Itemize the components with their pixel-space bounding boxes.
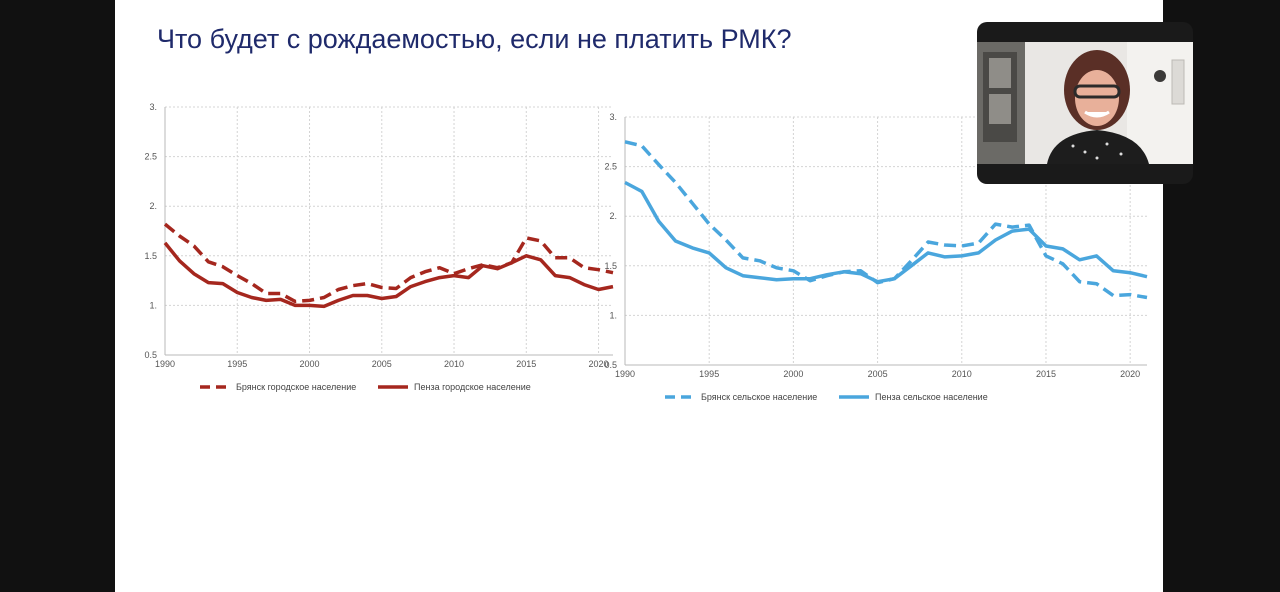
x-tick-label: 2005	[372, 359, 392, 369]
webcam-overlay[interactable]	[977, 22, 1193, 184]
dashed-series-line	[624, 140, 1148, 300]
x-tick-label: 2015	[516, 359, 536, 369]
x-tick-label: 2020	[589, 359, 609, 369]
urban-fertility-chart: 0.5 1. 1.5 2. 2.5 3. 1990 1995 2000 2005 2010 2015 2…	[144, 102, 614, 392]
x-tick-label: 1995	[699, 369, 719, 379]
y-tick-label: 2.	[149, 201, 157, 211]
y-tick-label: 3.	[609, 112, 617, 122]
slide-title: Что будет с рождаемостью, если не платит…	[157, 24, 792, 54]
y-tick-label: 3.	[149, 102, 157, 112]
y-tick-label: 1.5	[144, 251, 157, 261]
x-tick-label: 1995	[227, 359, 247, 369]
solid-series-line	[624, 180, 1148, 284]
y-tick-label: 2.5	[144, 152, 157, 162]
x-tick-label: 2015	[1036, 369, 1056, 379]
x-tick-label: 2000	[300, 359, 320, 369]
legend-label: Пенза сельское население	[875, 392, 988, 402]
legend-label: Брянск сельское население	[701, 392, 817, 402]
x-tick-label: 2005	[868, 369, 888, 379]
solid-series-line	[163, 241, 614, 309]
y-tick-label: 1.5	[604, 261, 617, 271]
x-tick-label: 2010	[952, 369, 972, 379]
x-tick-label: 2020	[1120, 369, 1140, 379]
legend-label: Брянск городское население	[236, 382, 356, 392]
dashed-series-line	[163, 222, 614, 304]
y-tick-label: 2.	[609, 211, 617, 221]
y-tick-label: 0.5	[144, 350, 157, 360]
x-tick-label: 2010	[444, 359, 464, 369]
x-tick-label: 1990	[615, 369, 635, 379]
x-tick-label: 2000	[783, 369, 803, 379]
y-tick-label: 1.	[609, 310, 617, 320]
y-tick-label: 2.5	[604, 162, 617, 172]
y-tick-label: 0.5	[604, 360, 617, 370]
x-tick-label: 1990	[155, 359, 175, 369]
webcam-video-feed	[977, 42, 1193, 164]
y-tick-label: 1.	[149, 300, 157, 310]
legend-label: Пенза городское население	[414, 382, 531, 392]
